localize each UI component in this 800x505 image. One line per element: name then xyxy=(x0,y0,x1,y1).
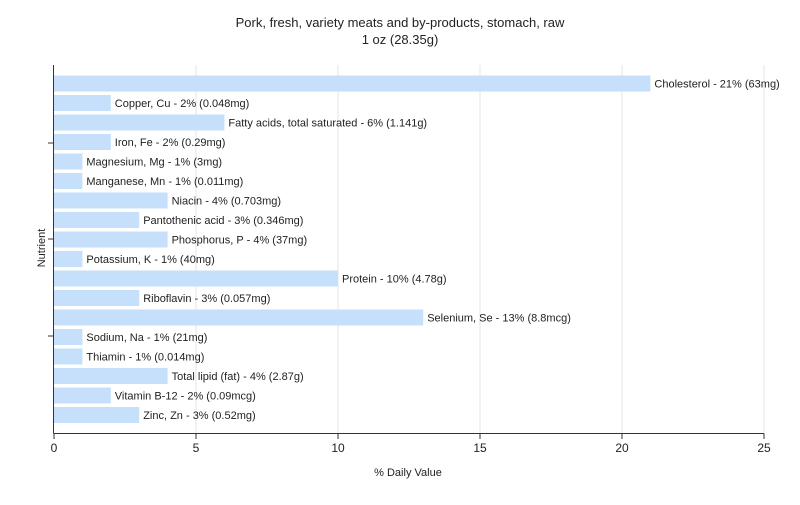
bar-label: Copper, Cu - 2% (0.048mg) xyxy=(115,98,250,110)
bar xyxy=(54,270,338,287)
bar-label: Total lipid (fat) - 4% (2.87g) xyxy=(172,371,304,383)
bar xyxy=(54,348,83,365)
bar-label: Niacin - 4% (0.703mg) xyxy=(172,196,281,208)
chart-title: Pork, fresh, variety meats and by-produc… xyxy=(236,15,565,30)
bar-label: Vitamin B-12 - 2% (0.09mcg) xyxy=(115,391,256,403)
bars xyxy=(54,75,651,423)
bar-label: Cholesterol - 21% (63mg) xyxy=(654,79,779,91)
bar-labels: Cholesterol - 21% (63mg) Copper, Cu - 2% … xyxy=(86,79,779,423)
bar xyxy=(54,329,83,345)
bar xyxy=(54,134,111,150)
x-tick-label: 10 xyxy=(331,441,345,455)
bar xyxy=(54,309,424,326)
gridlines xyxy=(195,65,765,433)
x-tick-labels: 0 5 10 15 20 25 xyxy=(51,441,771,455)
x-tick-label: 0 xyxy=(51,441,58,455)
x-axis-title: % Daily Value xyxy=(374,467,442,479)
bar-label: Protein - 10% (4.78g) xyxy=(342,274,447,286)
bar xyxy=(54,114,225,131)
bar-label: Thiamin - 1% (0.014mg) xyxy=(86,352,204,364)
bar-label: Magnesium, Mg - 1% (3mg) xyxy=(86,157,222,169)
bar xyxy=(54,407,140,423)
x-tick-label: 20 xyxy=(615,441,629,455)
bar-label: Selenium, Se - 13% (8.8mcg) xyxy=(427,313,571,325)
x-tick-label: 5 xyxy=(193,441,200,455)
x-tick-label: 25 xyxy=(757,441,771,455)
bar-label: Riboflavin - 3% (0.057mg) xyxy=(143,293,270,305)
bar xyxy=(54,290,140,306)
bar xyxy=(54,368,168,384)
chart-subtitle: 1 oz (28.35g) xyxy=(362,32,439,47)
bar xyxy=(54,95,111,111)
bar xyxy=(54,212,140,228)
bar-label: Sodium, Na - 1% (21mg) xyxy=(86,332,207,344)
bar xyxy=(54,75,651,92)
bar-label: Potassium, K - 1% (40mg) xyxy=(86,254,214,266)
bar-label: Zinc, Zn - 3% (0.52mg) xyxy=(143,410,255,422)
bar xyxy=(54,387,111,404)
bar-label: Manganese, Mn - 1% (0.011mg) xyxy=(86,176,243,188)
x-tick-label: 15 xyxy=(473,441,487,455)
y-axis-title: Nutrient xyxy=(36,229,48,268)
bar-label: Iron, Fe - 2% (0.29mg) xyxy=(115,137,226,149)
bar xyxy=(54,251,83,267)
bar xyxy=(54,173,83,189)
bar xyxy=(54,192,168,209)
bar-label: Pantothenic acid - 3% (0.346mg) xyxy=(143,215,303,227)
bar-label: Phosphorus, P - 4% (37mg) xyxy=(172,235,308,247)
axes xyxy=(48,65,765,439)
bar xyxy=(54,231,168,248)
bar-label: Fatty acids, total saturated - 6% (1.141… xyxy=(228,118,427,130)
bar xyxy=(54,153,83,170)
